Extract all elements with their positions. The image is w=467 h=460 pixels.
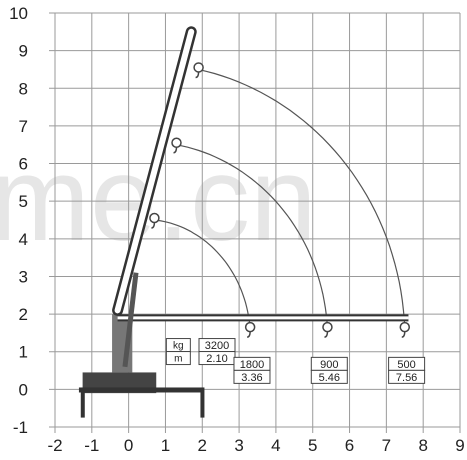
y-tick-label: 2: [19, 305, 28, 324]
x-tick-label: 1: [161, 436, 170, 455]
load-box-1-m: 2.10: [206, 353, 227, 365]
unit-kg: kg: [173, 341, 184, 352]
hook-icon: [244, 321, 256, 333]
y-tick-label: 4: [19, 230, 28, 249]
hook-icon: [322, 321, 333, 333]
x-tick-label: -1: [84, 436, 99, 455]
y-tick-label: 1: [19, 343, 28, 362]
boom-angled-inner: [114, 28, 195, 314]
hook-icon: [171, 137, 182, 148]
y-tick-label: 6: [19, 155, 28, 174]
y-tick-label: 8: [19, 79, 28, 98]
load-box-1-kg: 3200: [205, 340, 229, 352]
x-tick-label: -2: [47, 436, 62, 455]
load-box-3-m: 5.46: [319, 372, 340, 384]
x-tick-label: 9: [455, 436, 464, 455]
hook-icon: [401, 331, 406, 338]
y-tick-label: 10: [9, 4, 28, 23]
load-box-2-kg: 1800: [240, 359, 264, 371]
x-tick-label: 7: [382, 436, 391, 455]
y-axis-ticks: -1 0 1 2 3 4 5 6 7 8 9 10: [9, 4, 28, 437]
hook-icon: [149, 212, 160, 224]
reach-arc: [154, 219, 251, 330]
load-box-2-m: 3.36: [241, 372, 262, 384]
y-tick-label: -1: [13, 418, 28, 437]
y-tick-label: 9: [19, 42, 28, 61]
x-axis-ticks: -2 -1 0 1 2 3 4 5 6 7 8 9: [47, 436, 464, 455]
hook-icon: [195, 71, 200, 79]
hook-icon: [193, 62, 204, 73]
x-tick-label: 8: [418, 436, 427, 455]
load-box-4-m-box: [388, 369, 426, 384]
x-tick-label: 0: [124, 436, 133, 455]
outrigger-leg-right: [200, 387, 205, 418]
y-tick-label: 3: [19, 267, 28, 286]
hook-icon: [151, 221, 156, 229]
load-box-4-kg: 500: [397, 359, 415, 371]
unit-m: m: [174, 354, 182, 365]
crane-boom: [112, 26, 409, 368]
y-tick-label: 0: [19, 380, 28, 399]
x-tick-label: 2: [198, 436, 207, 455]
reach-arc: [176, 144, 329, 330]
load-box-3-m-box: [310, 369, 348, 384]
y-tick-label: 5: [19, 192, 28, 211]
truck-base: [78, 314, 205, 418]
unit-m-box: [165, 351, 191, 366]
x-tick-label: 4: [271, 436, 280, 455]
hook-icon: [173, 146, 178, 154]
load-box-3-kg: 900: [320, 359, 338, 371]
luffing-cylinder: [122, 272, 139, 368]
load-box-2-m-box: [233, 369, 271, 384]
hook-icon: [399, 321, 411, 333]
reach-arc: [198, 68, 406, 330]
x-tick-label: 6: [345, 436, 354, 455]
reach-arcs: [154, 68, 406, 330]
hook-points: [149, 62, 411, 338]
outrigger-beam: [78, 387, 205, 393]
x-tick-label: 3: [234, 436, 243, 455]
hook-icon: [247, 331, 251, 338]
x-tick-label: 5: [308, 436, 317, 455]
hook-icon: [324, 331, 329, 338]
outrigger-leg-left: [80, 387, 85, 418]
load-box-4-m: 7.56: [396, 372, 417, 384]
y-tick-label: 7: [19, 117, 28, 136]
